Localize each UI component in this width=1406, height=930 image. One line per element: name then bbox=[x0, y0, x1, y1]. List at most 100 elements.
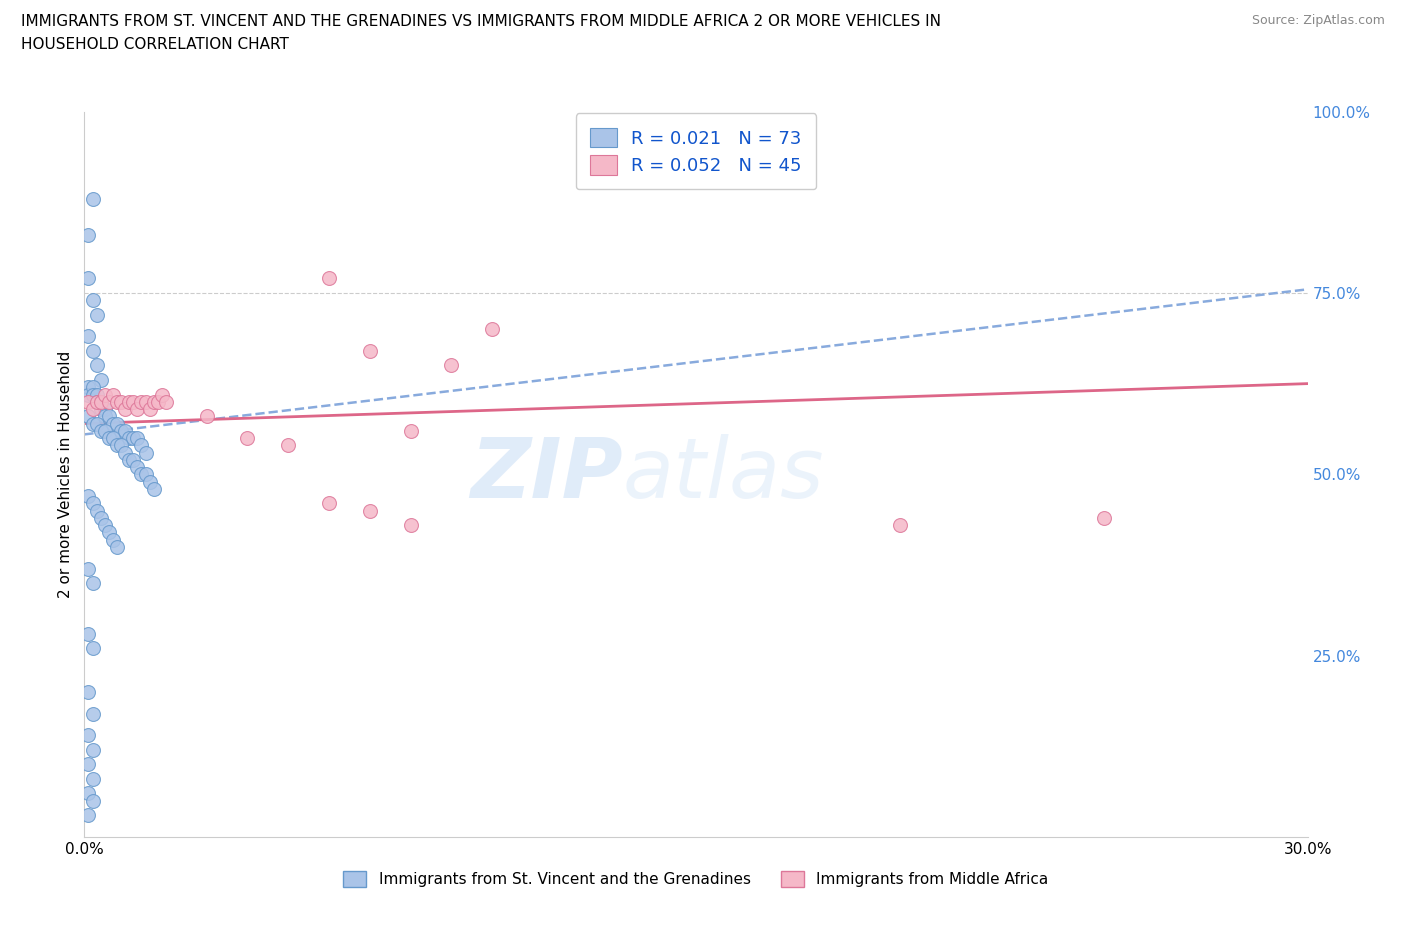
Point bbox=[86, 503, 108, 518]
Point bbox=[86, 416, 108, 431]
Point bbox=[90, 394, 112, 409]
Point bbox=[131, 394, 153, 409]
Point bbox=[318, 271, 340, 286]
Point bbox=[82, 706, 104, 721]
Point bbox=[82, 387, 104, 402]
Point bbox=[86, 394, 108, 409]
Point bbox=[399, 423, 422, 438]
Point bbox=[77, 271, 100, 286]
Point bbox=[105, 539, 128, 554]
Point bbox=[101, 532, 124, 547]
Point bbox=[90, 511, 112, 525]
Y-axis label: 2 or more Vehicles in Household: 2 or more Vehicles in Household bbox=[58, 351, 73, 598]
Point bbox=[93, 387, 115, 402]
Point bbox=[122, 452, 145, 467]
Point bbox=[77, 808, 100, 823]
Point bbox=[97, 525, 120, 539]
Point bbox=[131, 467, 153, 482]
Text: ZIP: ZIP bbox=[470, 433, 623, 515]
Text: atlas: atlas bbox=[623, 433, 824, 515]
Point bbox=[889, 518, 911, 533]
Point bbox=[155, 394, 177, 409]
Point bbox=[359, 503, 381, 518]
Point bbox=[142, 482, 165, 497]
Text: Source: ZipAtlas.com: Source: ZipAtlas.com bbox=[1251, 14, 1385, 27]
Point bbox=[110, 394, 132, 409]
Point bbox=[105, 438, 128, 453]
Point bbox=[138, 474, 160, 489]
Point bbox=[82, 496, 104, 511]
Point bbox=[135, 467, 157, 482]
Point bbox=[97, 394, 120, 409]
Point bbox=[90, 423, 112, 438]
Point bbox=[77, 757, 100, 772]
Point bbox=[101, 387, 124, 402]
Legend: Immigrants from St. Vincent and the Grenadines, Immigrants from Middle Africa: Immigrants from St. Vincent and the Gren… bbox=[336, 863, 1056, 895]
Point bbox=[399, 518, 422, 533]
Point bbox=[110, 438, 132, 453]
Point bbox=[93, 402, 115, 417]
Point bbox=[82, 402, 104, 417]
Point bbox=[77, 394, 100, 409]
Point bbox=[77, 228, 100, 243]
Point bbox=[127, 431, 149, 445]
Point bbox=[86, 387, 108, 402]
Point bbox=[77, 728, 100, 743]
Point bbox=[82, 192, 104, 206]
Point bbox=[127, 459, 149, 474]
Point bbox=[122, 431, 145, 445]
Point bbox=[97, 409, 120, 424]
Point bbox=[101, 431, 124, 445]
Point bbox=[82, 641, 104, 656]
Point bbox=[127, 402, 149, 417]
Point bbox=[90, 402, 112, 417]
Point bbox=[195, 409, 218, 424]
Point bbox=[359, 343, 381, 358]
Point bbox=[97, 431, 120, 445]
Point bbox=[142, 394, 165, 409]
Point bbox=[82, 293, 104, 308]
Point bbox=[150, 387, 173, 402]
Point bbox=[122, 394, 145, 409]
Point bbox=[77, 379, 100, 394]
Text: HOUSEHOLD CORRELATION CHART: HOUSEHOLD CORRELATION CHART bbox=[21, 37, 290, 52]
Point bbox=[77, 387, 100, 402]
Point bbox=[105, 416, 128, 431]
Point bbox=[135, 394, 157, 409]
Point bbox=[118, 394, 141, 409]
Point bbox=[93, 518, 115, 533]
Point bbox=[146, 394, 169, 409]
Point bbox=[82, 576, 104, 591]
Point bbox=[77, 329, 100, 344]
Point bbox=[118, 431, 141, 445]
Point bbox=[77, 409, 100, 424]
Point bbox=[277, 438, 299, 453]
Point bbox=[481, 322, 503, 337]
Point bbox=[77, 627, 100, 642]
Point bbox=[318, 496, 340, 511]
Point bbox=[82, 416, 104, 431]
Point bbox=[86, 394, 108, 409]
Point bbox=[93, 423, 115, 438]
Point bbox=[118, 452, 141, 467]
Point bbox=[131, 438, 153, 453]
Point bbox=[138, 402, 160, 417]
Point bbox=[82, 379, 104, 394]
Point bbox=[82, 793, 104, 808]
Point bbox=[110, 423, 132, 438]
Point bbox=[86, 307, 108, 322]
Point bbox=[101, 416, 124, 431]
Text: IMMIGRANTS FROM ST. VINCENT AND THE GRENADINES VS IMMIGRANTS FROM MIDDLE AFRICA : IMMIGRANTS FROM ST. VINCENT AND THE GREN… bbox=[21, 14, 941, 29]
Point bbox=[77, 561, 100, 576]
Point bbox=[1092, 511, 1115, 525]
Point bbox=[82, 742, 104, 757]
Point bbox=[77, 488, 100, 503]
Point bbox=[135, 445, 157, 460]
Point bbox=[77, 786, 100, 801]
Point bbox=[440, 358, 463, 373]
Point bbox=[82, 343, 104, 358]
Point bbox=[114, 445, 136, 460]
Point bbox=[105, 394, 128, 409]
Point bbox=[77, 684, 100, 699]
Point bbox=[93, 409, 115, 424]
